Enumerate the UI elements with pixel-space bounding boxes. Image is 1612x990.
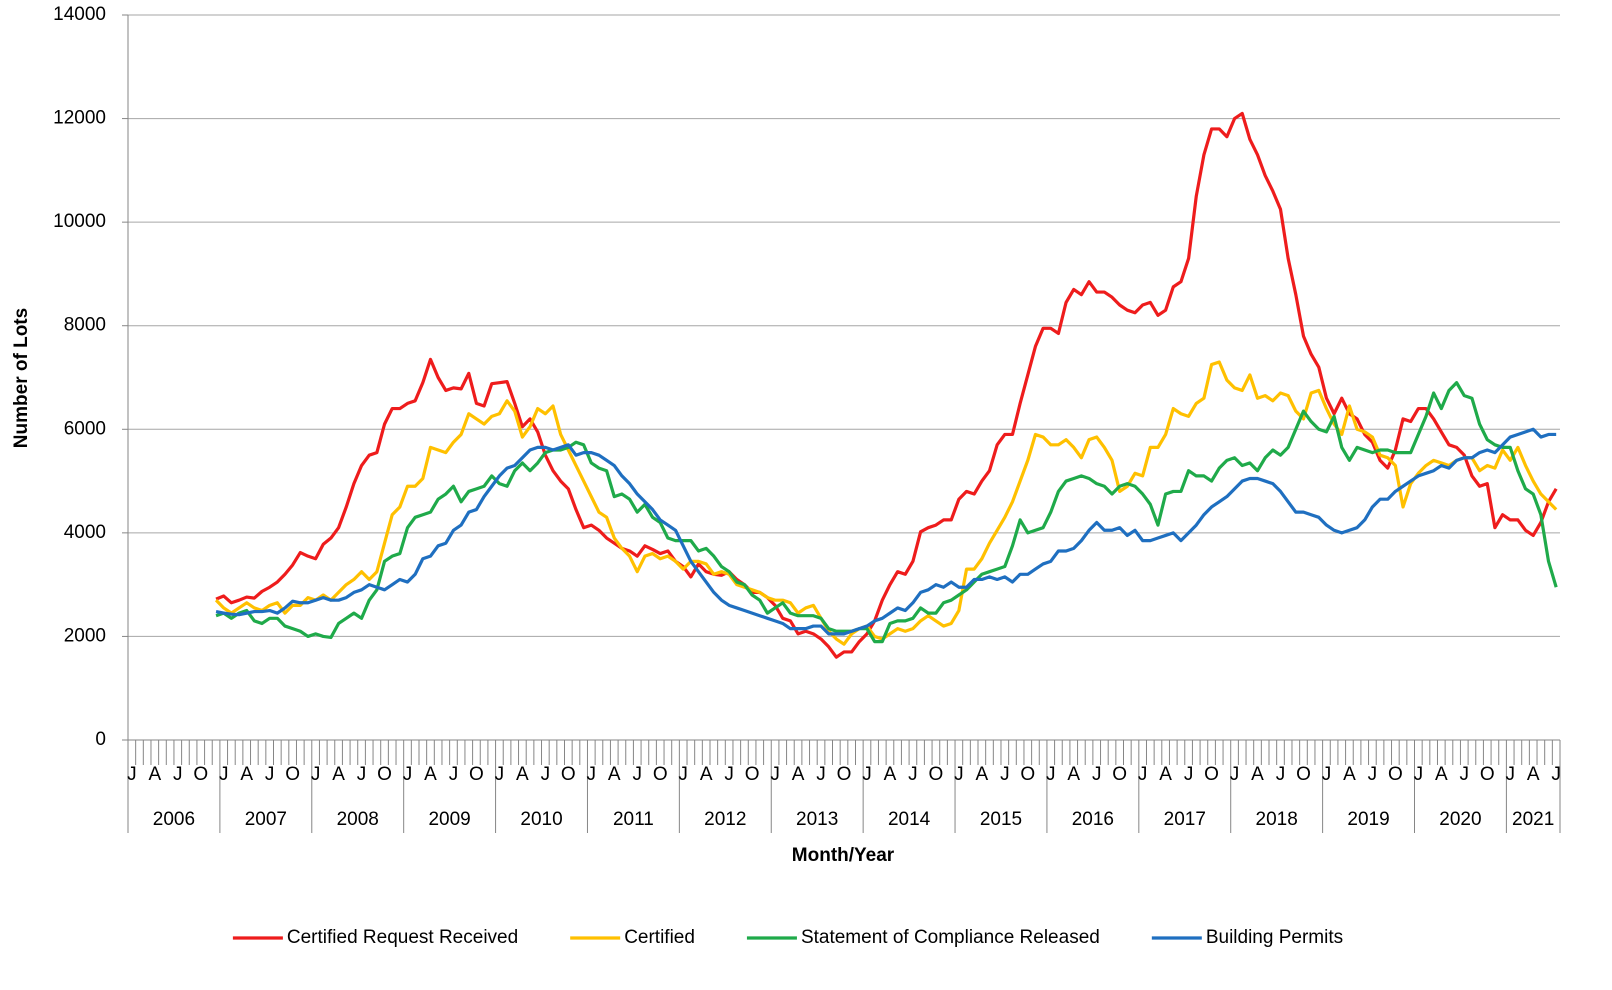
x-tick-label: O [837,764,852,785]
y-tick-label: 14000 [53,4,106,25]
year-label: 2007 [245,809,287,830]
x-tick-label: A [1067,764,1080,785]
x-tick-label: J [1092,764,1102,785]
x-tick-label: O [469,764,484,785]
y-tick-label: 8000 [64,315,106,336]
x-tick-label: J [678,764,688,785]
year-label: 2020 [1439,809,1481,830]
legend-label: Certified Request Received [287,927,518,948]
x-tick-label: J [449,764,459,785]
year-label: 2011 [613,809,654,830]
x-tick-label: J [770,764,780,785]
x-tick-label: O [561,764,576,785]
x-tick-label: J [1276,764,1286,785]
x-tick-label: J [1322,764,1332,785]
y-tick-label: 4000 [64,522,106,543]
year-label: 2021 [1512,809,1554,830]
x-tick-label: J [1046,764,1056,785]
x-tick-label: O [1296,764,1311,785]
x-tick-label: J [541,764,551,785]
x-tick-label: J [908,764,918,785]
x-tick-label: O [1480,764,1495,785]
x-axis-title: Month/Year [792,845,895,866]
series-line [215,111,1558,659]
legend-label: Building Permits [1206,927,1343,948]
x-tick-label: A [240,764,253,785]
x-tick-label: A [1527,764,1540,785]
year-label: 2017 [1164,809,1206,830]
x-tick-label: A [1343,764,1356,785]
x-tick-label: A [516,764,529,785]
x-tick-label: J [1551,764,1561,785]
x-tick-label: J [1138,764,1148,785]
x-tick-label: A [792,764,805,785]
x-tick-label: J [265,764,275,785]
x-tick-label: J [1230,764,1240,785]
x-tick-label: J [954,764,964,785]
x-tick-label: J [173,764,183,785]
x-tick-label: A [148,764,161,785]
x-tick-label: J [1414,764,1424,785]
x-tick-label: J [311,764,321,785]
x-tick-label: J [724,764,734,785]
y-tick-label: 6000 [64,418,106,439]
x-tick-label: A [424,764,437,785]
series-line [215,381,1558,644]
year-label: 2006 [153,809,195,830]
legend: Certified Request Received Certified State… [232,927,1343,948]
year-label: 2014 [888,809,931,830]
x-tick-label: J [587,764,597,785]
year-label: 2010 [520,809,562,830]
x-tick-label: O [285,764,300,785]
x-tick-label: J [862,764,872,785]
x-tick-label: J [403,764,413,785]
year-label: 2012 [704,809,746,830]
x-tick-label: A [608,764,621,785]
year-label: 2019 [1347,809,1389,830]
x-tick-label: O [745,764,760,785]
x-tick-label: J [1000,764,1010,785]
year-label: 2008 [337,809,379,830]
series-line [214,360,1558,646]
y-axis-title: Number of Lots [11,308,32,448]
year-label: 2013 [796,809,838,830]
x-tick-label: O [1204,764,1219,785]
x-tick-label: O [653,764,668,785]
year-label: 2018 [1256,809,1298,830]
x-tick-label: J [127,764,137,785]
x-tick-label: O [929,764,944,785]
y-tick-label: 2000 [64,625,106,646]
x-tick-label: J [816,764,826,785]
x-tick-label: J [1460,764,1470,785]
x-tick-label: A [700,764,713,785]
x-tick-label: O [1020,764,1035,785]
y-tick-label: 0 [95,729,106,750]
x-tick-label: J [1505,764,1515,785]
x-tick-label: J [632,764,642,785]
series-line [215,427,1557,636]
x-tick-label: A [1435,764,1448,785]
y-tick-label: 10000 [53,211,106,232]
x-tick-label: J [219,764,229,785]
x-tick-label: J [495,764,505,785]
x-tick-label: J [1184,764,1194,785]
legend-label: Statement of Compliance Released [801,927,1100,948]
x-tick-label: A [332,764,345,785]
year-label: 2015 [980,809,1022,830]
x-tick-label: O [1388,764,1403,785]
x-tick-label: A [884,764,897,785]
x-tick-label: O [1112,764,1127,785]
x-tick-label: J [1368,764,1378,785]
legend-label: Certified [624,927,695,948]
year-label: 2009 [428,809,470,830]
x-tick-label: A [1159,764,1172,785]
x-tick-label: O [377,764,392,785]
x-tick-label: A [1251,764,1264,785]
x-tick-label: J [357,764,367,785]
x-tick-label: O [193,764,208,785]
x-tick-label: A [975,764,988,785]
y-tick-label: 12000 [53,108,106,129]
year-label: 2016 [1072,809,1114,830]
